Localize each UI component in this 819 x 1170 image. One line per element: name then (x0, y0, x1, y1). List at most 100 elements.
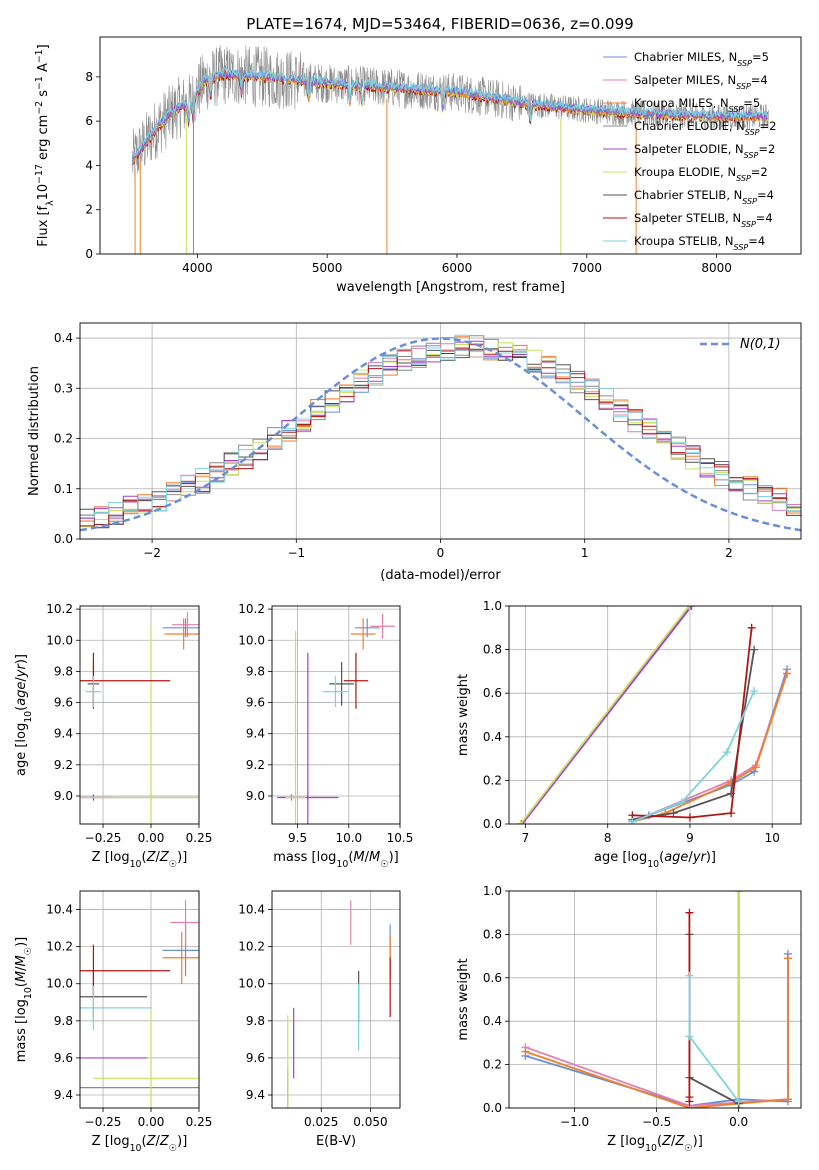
spectrum-y-label: Flux [fλ10−17 erg cm−2 s−1 A−1] (34, 44, 56, 246)
y-tick-label: 10.0 (238, 977, 265, 991)
plot-frame (79, 322, 802, 540)
plot-frame (271, 605, 401, 825)
legend-text: Salpeter MILES, N (634, 73, 736, 87)
label-part: 10 (336, 859, 348, 870)
y-tick-label: 10.2 (46, 940, 73, 954)
weight-marker-kroupa_stelib (734, 1097, 743, 1106)
label-part: )] (14, 654, 29, 664)
label-part: / (14, 966, 29, 971)
y-tick-label: 10.4 (238, 903, 265, 917)
legend-subscript: SSP (745, 128, 760, 137)
label-part: 10 (130, 859, 142, 870)
legend-text: Chabrier STELIB, N (634, 188, 742, 202)
legend-text: Kroupa MILES, N (634, 96, 729, 110)
label-part: )] (177, 1134, 187, 1149)
y-tick-label: 0.1 (54, 482, 73, 496)
label-part: −1 (34, 76, 45, 90)
legend-text: Kroupa ELODIE, N (634, 165, 736, 179)
label-part: ( (657, 1134, 662, 1149)
y-tick-label: 0.4 (483, 1014, 502, 1028)
weight-marker-kroupa_miles (783, 954, 792, 963)
weight-marker-kroupa_stelib (685, 1032, 694, 1041)
plot-content (521, 891, 792, 1108)
label-part: Z (159, 1134, 170, 1149)
label-part: Z (146, 850, 157, 865)
plot-frame (79, 890, 200, 1109)
legend-subscript: SSP (737, 59, 752, 68)
x-tick-label: 0 (437, 546, 445, 560)
legend-count: =5 (743, 96, 760, 110)
age-z-y-label: age [log10(age/yr)] (14, 654, 34, 776)
legend-count: =2 (760, 119, 777, 133)
figure-title: PLATE=1674, MJD=53464, FIBERID=0636, z=0… (246, 15, 633, 33)
label-part: 10 (23, 711, 34, 723)
label-part: / (671, 1134, 676, 1149)
weight-marker-kroupa_elodie (516, 820, 525, 824)
y-tick-label: 10.2 (238, 940, 265, 954)
legend-subscript: SSP (742, 197, 757, 206)
label-part: ☉ (684, 1143, 692, 1154)
residual-histogram-panel: −2 −1 0 1 2 0.0 0.1 0.2 0.3 0.4 (data-model)/error… (27, 322, 802, 583)
weight-marker-kroupa_stelib (722, 748, 731, 757)
y-tick-label: 0.4 (54, 331, 73, 345)
label-part: M (369, 850, 380, 865)
label-part: erg cm (36, 115, 51, 164)
weight-marker-kroupa_stelib (750, 687, 759, 696)
weight-z-x-label: Z [log10(Z/Z☉)] (607, 1134, 703, 1154)
label-part: Z [log (92, 850, 130, 865)
legend-text: Chabrier ELODIE, N (634, 119, 745, 133)
plot-content (277, 613, 395, 824)
legend-subscript: SSP (741, 220, 756, 229)
x-tick-label: 9 (686, 831, 694, 845)
label-part: 10 (36, 184, 51, 201)
label-part: / (155, 1134, 160, 1149)
normal-reference-curve (80, 337, 801, 532)
label-part: −2 (34, 101, 45, 115)
label-part: / (14, 677, 29, 682)
plot-frame (99, 36, 802, 255)
weight-marker-kroupa_miles (783, 1095, 792, 1104)
label-part: −1 (34, 49, 45, 63)
y-tick-label: 9.6 (246, 1051, 265, 1065)
label-part: ( (142, 1134, 147, 1149)
legend-count: =4 (748, 234, 765, 248)
y-tick-label: 9.2 (54, 758, 73, 772)
label-part: ☉ (169, 1143, 177, 1154)
x-tick-label: 6000 (442, 261, 473, 275)
weight-line-kroupa_stelib (632, 690, 755, 823)
weight-marker-kroupa_miles (521, 1047, 530, 1056)
legend-subscript: SSP (736, 82, 751, 91)
histogram-x-label: (data-model)/error (380, 568, 501, 583)
x-tick-label: 8000 (701, 261, 732, 275)
legend-count: =4 (756, 211, 773, 225)
label-part: Z (159, 850, 170, 865)
label-part: )] (389, 850, 399, 865)
weight-age-x-label: age [log10(age/yr)] (594, 850, 716, 870)
y-tick-label: 9.8 (246, 1014, 265, 1028)
x-tick-label: −1 (287, 546, 305, 560)
x-tick-label: 10.0 (335, 831, 362, 845)
y-tick-label: 0.3 (54, 381, 73, 395)
histogram-kroupa_stelib (80, 334, 801, 518)
y-tick-label: 0 (85, 247, 93, 261)
y-tick-label: 9.4 (246, 1088, 265, 1102)
label-part: ( (659, 850, 664, 865)
y-tick-label: 10.0 (46, 977, 73, 991)
y-tick-label: 4 (85, 158, 93, 172)
plot-content (132, 45, 769, 254)
y-tick-label: 0.2 (483, 1058, 502, 1072)
weight-marker-salpeter_stelib (727, 809, 736, 818)
x-tick-label: 0.0 (729, 1115, 748, 1129)
age-vs-metallicity-panel: −0.25 0.00 0.25 9.0 9.2 9.4 9.6 9.8 10.0 10.2 Z [l… (14, 602, 212, 870)
legend-label-chabrier_stelib: Chabrier STELIB, NSSP=4 (634, 188, 774, 206)
model-spectrum-chabrier_miles (132, 68, 769, 163)
label-part: Z [log (607, 1134, 645, 1149)
x-tick-label: 0.25 (186, 1115, 213, 1129)
weight-marker-kroupa_stelib (628, 817, 637, 824)
plot-content (80, 334, 801, 532)
y-tick-label: 9.6 (54, 696, 73, 710)
weight_vs_age-y-label: mass weight (456, 674, 471, 756)
label-part: Z (661, 1134, 672, 1149)
label-part: 10 (645, 1143, 657, 1154)
x-tick-label: −0.5 (642, 1115, 671, 1129)
